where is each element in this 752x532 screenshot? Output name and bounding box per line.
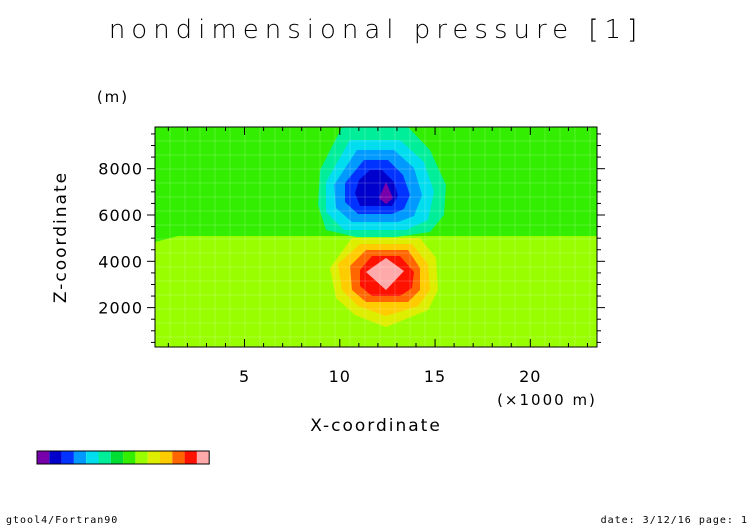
chart-title: nondimensional pressure [1] [109,15,643,45]
legend-swatch [49,451,62,464]
x-tick-label: 10 [329,367,351,386]
y-axis-unit: (m) [97,88,129,106]
plot-frame [154,126,598,348]
y-axis-label: Z-coordinate [51,171,71,303]
grid-lines [155,127,597,347]
legend-swatch [135,451,148,464]
legend-swatch [86,451,99,464]
legend-swatch [110,451,124,464]
axes: 5 10 15 20 2000 4000 6000 8000 [98,126,605,386]
pressure-field [155,127,597,347]
contour-low-core [379,182,393,204]
footer-date-page: date: 3/12/16 page: 1 [600,515,748,526]
footer-program: gtool4/Fortran90 [6,515,119,526]
legend-swatch [184,451,197,464]
color-legend [36,450,210,465]
y-tick-label: 2000 [98,299,143,318]
legend-swatch [37,451,50,464]
legend-swatch [160,451,173,464]
legend-swatch [123,451,136,464]
x-tick-label: 15 [424,367,446,386]
y-tick-label: 6000 [98,206,143,225]
legend-swatch [196,451,210,464]
legend-swatch [172,451,185,464]
x-tick-label: 5 [239,367,250,386]
legend-swatch [147,451,160,464]
legend-swatch [73,451,87,464]
low-pressure-cell [318,127,446,237]
high-pressure-cell [330,238,438,327]
x-axis-label: X-coordinate [310,416,442,436]
x-axis-unit: (×1000 m) [497,391,597,409]
legend-swatch [61,451,74,464]
legend-frame [36,450,210,465]
y-tick-label: 4000 [98,252,143,271]
contour-high-core [366,258,404,290]
y-tick-label: 8000 [98,160,143,179]
x-tick-label: 20 [519,367,541,386]
legend-swatch [98,451,111,464]
